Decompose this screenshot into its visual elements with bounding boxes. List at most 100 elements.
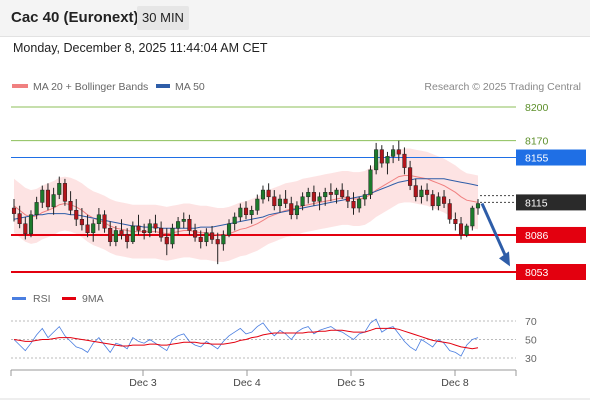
ma50-legend-label: MA 50: [175, 81, 205, 93]
rsi-legend-label: RSI: [33, 293, 51, 305]
time-axis: Dec 3 Dec 4 Dec 5 Dec 8: [0, 369, 590, 400]
candle-body-down: [193, 230, 198, 238]
last-price-badge: [516, 194, 586, 211]
candle-body-up: [294, 205, 299, 216]
candle-body-up: [51, 194, 56, 208]
candle-body-down: [125, 234, 130, 242]
candle-body-down: [425, 189, 430, 195]
ma20-line: [13, 175, 479, 236]
candle: [209, 225, 215, 244]
candle: [306, 187, 311, 204]
candle: [385, 151, 390, 175]
candle-body-down: [458, 223, 464, 236]
rsi-panel: 70 50 30: [11, 316, 537, 365]
candle: [176, 217, 181, 235]
rsi-legend-swatch: [12, 297, 26, 300]
candle-body-up: [300, 196, 305, 207]
candle-body-up: [470, 207, 475, 227]
candle: [453, 212, 458, 231]
candle-body-up: [475, 203, 481, 209]
candle-body-down: [108, 227, 113, 242]
candle-body-up: [232, 216, 237, 224]
candle: [40, 185, 45, 209]
candle: [164, 228, 169, 256]
candle-body-up: [130, 225, 135, 242]
candle: [198, 230, 203, 249]
level-badge-8086: [516, 226, 586, 243]
candle-body-up: [277, 198, 283, 207]
level-label-8200: 8200: [525, 102, 549, 114]
instrument-title: Cac 40 (Euronext): [11, 9, 139, 26]
candle: [396, 140, 401, 161]
ma20-legend-swatch: [12, 84, 28, 88]
candle: [238, 203, 243, 222]
candle-body-up: [204, 232, 209, 242]
candle: [266, 183, 271, 202]
candle-body-down: [413, 185, 418, 198]
candle-body-down: [441, 196, 447, 204]
candle-body-down: [79, 218, 84, 226]
timeframe-button[interactable]: 30 MIN: [137, 6, 189, 30]
candle: [232, 212, 237, 231]
rsi-ma-legend-swatch: [62, 297, 76, 300]
legend: MA 20 + Bollinger Bands MA 50 Research ©…: [12, 81, 581, 93]
candle-body-up: [317, 196, 322, 202]
candle: [351, 192, 356, 215]
candle: [255, 194, 260, 215]
candle-body-down: [17, 213, 22, 224]
candle: [153, 214, 158, 233]
candle: [447, 199, 452, 224]
rsi-ma-legend-label: 9MA: [82, 293, 104, 305]
candle-body-down: [209, 232, 215, 240]
moving-averages-layer: [13, 175, 479, 236]
candle: [45, 183, 51, 211]
candle-body-down: [119, 230, 124, 236]
candle-body-down: [187, 218, 192, 231]
candle-body-up: [170, 227, 175, 245]
candle-body-up: [391, 149, 396, 157]
rsi-ma-line: [13, 327, 479, 350]
candle: [159, 221, 164, 242]
levels-layer: [11, 106, 516, 273]
candle: [28, 210, 34, 238]
candle-body-down: [408, 167, 413, 186]
candle-body-down: [396, 149, 401, 155]
candle-body-down: [351, 201, 356, 209]
candle: [323, 187, 328, 206]
candle-body-up: [34, 202, 39, 216]
candle-body-down: [453, 218, 458, 224]
candle-body-up: [323, 192, 328, 198]
candle-body-down: [142, 230, 147, 233]
candle-body-up: [96, 214, 101, 224]
rsi-tick-70: 70: [525, 316, 537, 328]
level-badge-label-8053: 8053: [525, 267, 549, 279]
candle-body-up: [260, 189, 266, 200]
candle-body-down: [23, 223, 28, 235]
candle-body-up: [181, 218, 186, 222]
candle-body-up: [176, 221, 181, 229]
level-label-8170: 8170: [525, 136, 549, 148]
candle: [419, 185, 424, 204]
candle-body-down: [379, 149, 384, 164]
candle: [413, 178, 418, 202]
candle-body-down: [74, 210, 79, 220]
candle-body-up: [221, 234, 226, 245]
header-bar: Cac 40 (Euronext) 30 MIN: [0, 0, 590, 37]
candle: [74, 199, 79, 226]
candle: [379, 145, 384, 168]
candle: [119, 219, 124, 240]
candle-body-down: [243, 207, 249, 216]
candle: [272, 190, 277, 211]
candle: [11, 199, 17, 222]
candle: [221, 230, 226, 251]
candle: [62, 178, 67, 206]
forecast-layer: [480, 202, 510, 267]
candle: [226, 219, 232, 238]
candle: [85, 214, 90, 238]
candle-body-down: [402, 153, 407, 168]
candle: [464, 223, 469, 238]
candle: [193, 223, 198, 242]
candle-body-down: [45, 189, 51, 208]
candle-body-down: [102, 214, 107, 229]
